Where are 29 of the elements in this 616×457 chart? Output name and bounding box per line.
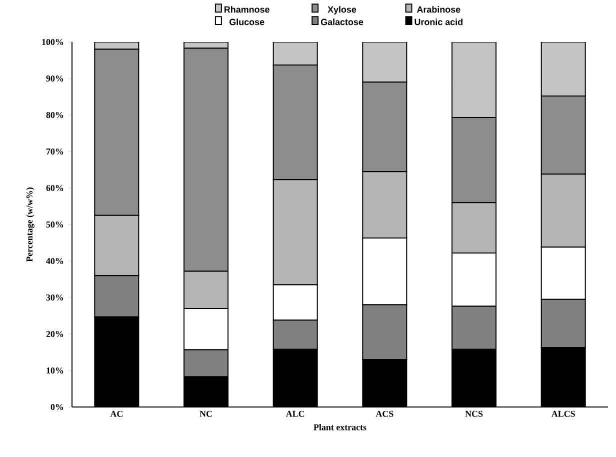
y-tick-label: 10% — [46, 367, 64, 374]
y-tick-label: 90% — [46, 75, 64, 82]
x-tick-label: AC — [110, 410, 122, 417]
x-tick-label: ACS — [376, 410, 394, 417]
legend-label: Galactose — [320, 18, 364, 26]
y-tick-label: 40% — [46, 258, 64, 264]
y-tick-label: 100% — [42, 38, 64, 46]
bar — [362, 42, 408, 83]
y-tick-label: 70% — [46, 148, 64, 155]
y-axis-title: Percentage (w/w%) — [26, 188, 34, 262]
x-tick-label: NCS — [465, 410, 483, 417]
y-tick-label: 60% — [46, 184, 64, 192]
legend-label: Xylose — [328, 6, 356, 14]
x-tick-label: ALCS — [551, 410, 575, 417]
y-tick-label: 80% — [46, 112, 64, 118]
bar — [540, 42, 586, 97]
x-axis-title: Plant extracts — [314, 424, 366, 430]
x-tick-label: NC — [200, 410, 212, 417]
legend-label: Glucose — [230, 18, 264, 26]
legend-label: Uronic acid — [414, 18, 462, 26]
x-tick-label: ALC — [286, 410, 304, 417]
y-tick-label: 50% — [46, 221, 64, 228]
y-tick-label: 0% — [50, 404, 64, 410]
legend-label: Rhamnose — [224, 6, 270, 13]
y-tick-label: 20% — [46, 330, 64, 338]
legend-label: Arabinose — [416, 6, 460, 13]
bar — [272, 42, 318, 66]
y-tick-label: 30% — [46, 294, 64, 301]
bar — [452, 42, 497, 118]
